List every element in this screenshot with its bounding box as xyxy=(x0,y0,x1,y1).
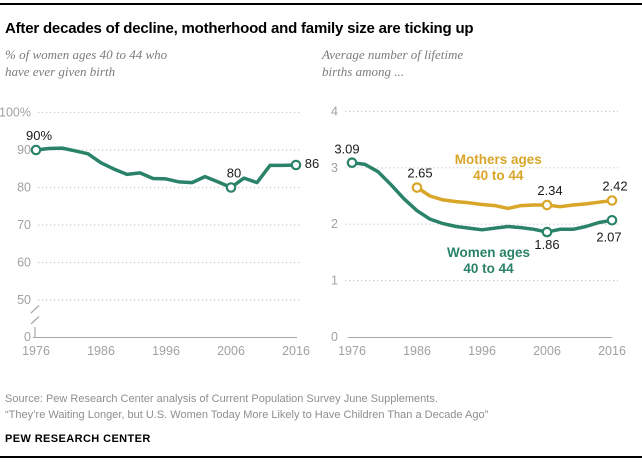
y-tick-label: 90 xyxy=(17,143,31,157)
left-subtitle-line-2: have ever given birth xyxy=(5,64,116,79)
series-line xyxy=(34,146,298,190)
right-panel-subtitle: Average number of lifetime births among … xyxy=(322,46,463,80)
data-point-label: 1.86 xyxy=(534,237,559,252)
x-tick-label: 2006 xyxy=(533,344,561,358)
data-point-marker xyxy=(346,157,358,169)
series-label-line: 40 to 44 xyxy=(473,168,524,183)
data-point-marker xyxy=(411,182,423,193)
x-tick-label: 1996 xyxy=(468,344,496,358)
y-tick-label: 0 xyxy=(331,330,338,344)
x-tick-label: 1976 xyxy=(22,344,50,358)
data-point-label: 2.07 xyxy=(596,229,621,244)
footer: Source: Pew Research Center analysis of … xyxy=(5,391,635,447)
data-point-label: 2.34 xyxy=(537,183,562,198)
data-point-label: 2.42 xyxy=(602,179,627,194)
bottom-divider xyxy=(0,456,642,458)
y-tick-label: 3 xyxy=(331,161,338,175)
x-tick-label: 1986 xyxy=(403,344,431,358)
y-tick-label: 60 xyxy=(17,256,31,270)
axis-break-mark xyxy=(30,305,40,337)
page-title: After decades of decline, motherhood and… xyxy=(5,20,474,38)
series-label-line: Women ages xyxy=(447,245,530,260)
data-point-marker xyxy=(541,226,553,238)
y-tick-label: 1 xyxy=(331,274,338,288)
data-point-marker xyxy=(606,214,618,226)
y-tick-label: 2 xyxy=(331,217,338,231)
data-point-marker xyxy=(606,195,618,206)
series-line xyxy=(415,185,614,211)
data-point-marker xyxy=(541,199,553,211)
data-point-label: 86 xyxy=(305,156,319,171)
x-tick-label: 1986 xyxy=(87,344,115,358)
series-line xyxy=(350,160,614,234)
data-point-label: 90% xyxy=(26,128,52,143)
series-label-line: Mothers ages xyxy=(455,152,542,167)
y-tick-label: 4 xyxy=(331,104,338,118)
top-divider xyxy=(0,3,642,5)
left-subtitle-line-1: % of women ages 40 to 44 who xyxy=(5,47,168,62)
left-panel-subtitle: % of women ages 40 to 44 who have ever g… xyxy=(5,46,167,80)
report-title-note: “They’re Waiting Longer, but U.S. Women … xyxy=(5,409,489,421)
y-tick-label: 0 xyxy=(24,330,31,344)
y-tick-label: 70 xyxy=(17,218,31,232)
x-tick-label: 1996 xyxy=(152,344,180,358)
source-note: Source: Pew Research Center analysis of … xyxy=(5,393,438,405)
data-point-marker xyxy=(30,144,42,156)
right-subtitle-line-1: Average number of lifetime xyxy=(322,47,464,62)
data-point-label: 80 xyxy=(227,166,241,181)
y-tick-label: 80 xyxy=(17,181,31,195)
x-tick-label: 2006 xyxy=(217,344,245,358)
data-point-marker xyxy=(225,182,237,193)
x-tick-label: 2016 xyxy=(598,344,626,358)
data-point-marker xyxy=(290,159,302,171)
y-tick-label: 100% xyxy=(0,106,31,120)
data-point-label: 3.09 xyxy=(334,142,359,157)
series-label-line: 40 to 44 xyxy=(463,261,514,276)
data-point-label: 2.65 xyxy=(407,166,432,181)
brand-wordmark: PEW RESEARCH CENTER xyxy=(5,433,151,445)
right-subtitle-line-2: births among ... xyxy=(322,64,404,79)
x-tick-label: 1976 xyxy=(338,344,366,358)
y-tick-label: 50 xyxy=(17,293,31,307)
x-tick-label: 2016 xyxy=(282,344,310,358)
